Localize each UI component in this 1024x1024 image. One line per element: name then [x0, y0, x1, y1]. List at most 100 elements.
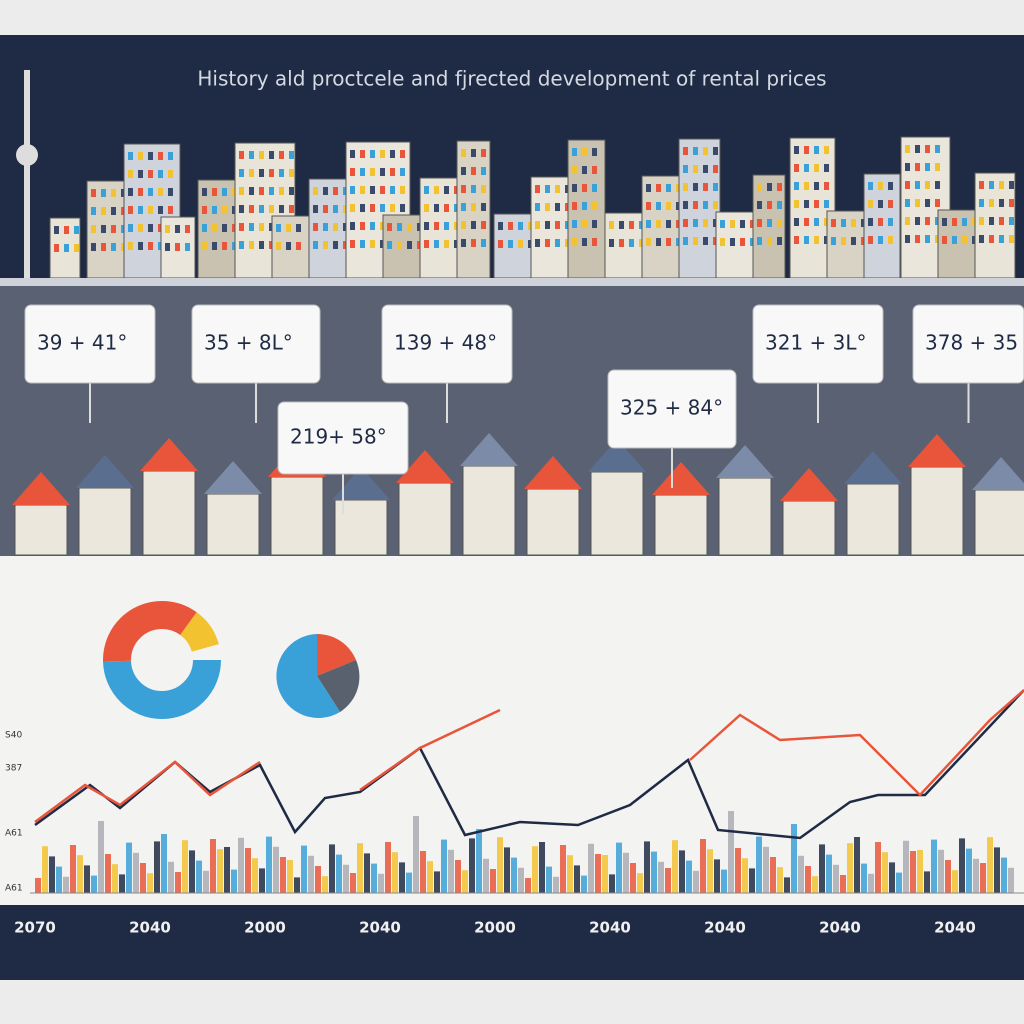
window — [333, 205, 338, 213]
window — [693, 147, 698, 155]
window — [888, 236, 893, 244]
window — [101, 207, 106, 215]
bar — [133, 852, 139, 893]
bar — [119, 874, 125, 893]
bar — [497, 837, 503, 893]
window — [824, 200, 829, 208]
building — [974, 172, 1016, 279]
window — [370, 168, 375, 176]
roof — [460, 433, 518, 466]
bar — [546, 866, 552, 893]
window — [683, 219, 688, 227]
window — [841, 219, 846, 227]
window — [905, 145, 910, 153]
window — [915, 217, 920, 225]
window — [333, 223, 338, 231]
window — [289, 187, 294, 195]
bar — [434, 871, 440, 893]
window — [535, 239, 540, 247]
bar — [721, 869, 727, 893]
window — [138, 224, 143, 232]
window — [313, 205, 318, 213]
window — [989, 199, 994, 207]
roof — [716, 445, 774, 478]
callout-box — [24, 304, 156, 384]
window — [370, 186, 375, 194]
window — [656, 202, 661, 210]
window — [370, 240, 375, 248]
bar — [826, 854, 832, 893]
window — [935, 199, 940, 207]
year-label: 2040 — [589, 919, 631, 937]
window — [286, 224, 291, 232]
window — [148, 206, 153, 214]
window — [323, 205, 328, 213]
trend-line — [34, 760, 261, 824]
window — [703, 219, 708, 227]
window — [165, 243, 170, 251]
window — [1009, 181, 1014, 189]
years: 2070 2040 2000 2040 2000 2040 2040 2040 2040 — [14, 919, 976, 937]
window — [64, 244, 69, 252]
bar — [301, 845, 307, 893]
window — [804, 146, 809, 154]
window — [350, 222, 355, 230]
window — [777, 201, 782, 209]
window — [128, 242, 133, 250]
window — [434, 240, 439, 248]
window — [979, 199, 984, 207]
house — [206, 493, 260, 556]
bar — [308, 855, 314, 893]
bar — [378, 873, 384, 893]
bar — [798, 855, 804, 893]
window — [249, 205, 254, 213]
window — [424, 240, 429, 248]
window — [461, 239, 466, 247]
donut — [103, 601, 360, 719]
window — [128, 206, 133, 214]
bar — [126, 842, 132, 893]
bar — [966, 848, 972, 893]
bar — [931, 839, 937, 893]
roof — [396, 450, 454, 483]
window — [350, 240, 355, 248]
y-axis-label: 387 — [5, 764, 22, 774]
window — [239, 151, 244, 159]
bar — [161, 834, 167, 893]
houses — [12, 433, 1024, 556]
window — [471, 149, 476, 157]
window — [804, 200, 809, 208]
window — [582, 202, 587, 210]
window — [138, 206, 143, 214]
window — [693, 165, 698, 173]
bar — [693, 870, 699, 893]
bar — [679, 850, 685, 893]
window — [279, 151, 284, 159]
callout-box — [277, 401, 409, 475]
window — [471, 239, 476, 247]
window — [619, 239, 624, 247]
bar — [168, 861, 174, 893]
window — [979, 235, 984, 243]
window — [851, 219, 856, 227]
bar — [322, 876, 328, 893]
window — [713, 165, 718, 173]
window — [101, 225, 106, 233]
window — [91, 243, 96, 251]
window — [185, 225, 190, 233]
window — [646, 220, 651, 228]
window — [925, 181, 930, 189]
window — [390, 168, 395, 176]
bar — [182, 840, 188, 893]
bar — [203, 870, 209, 893]
bar — [924, 871, 930, 893]
bar — [35, 878, 41, 893]
bar — [259, 868, 265, 893]
window — [905, 163, 910, 171]
bar — [357, 843, 363, 893]
bar — [238, 837, 244, 893]
bar — [672, 840, 678, 893]
window — [461, 185, 466, 193]
bar — [763, 846, 769, 893]
window — [629, 221, 634, 229]
